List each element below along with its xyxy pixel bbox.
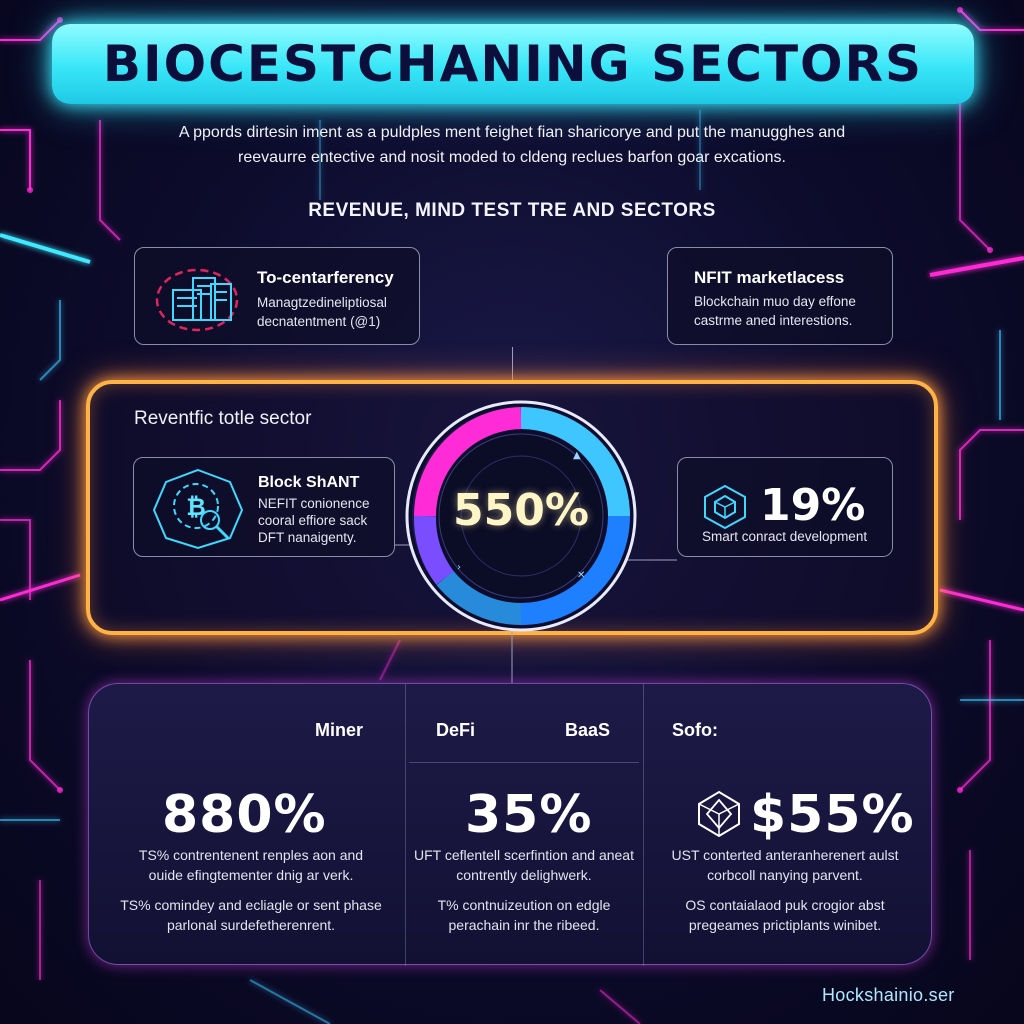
defi-text-2: T% contnuizeution on edgle perachain inr… xyxy=(437,897,611,933)
sofo-text-1: UST conterted anteranherenert aulst corb… xyxy=(671,847,899,883)
defi-text-1: UFT ceflentell scerfintion and aneat con… xyxy=(414,847,634,883)
revenue-label: Reventfic totle sector xyxy=(134,408,312,429)
svg-text:✕: ✕ xyxy=(577,570,585,581)
polyhedron-icon xyxy=(695,790,743,843)
bottom-panel xyxy=(88,683,932,966)
column-label-defi: DeFi xyxy=(436,720,476,740)
smart-contract-value: 19% xyxy=(760,480,866,531)
smart-contract-card: 19% Smart conract development xyxy=(677,457,893,557)
smart-contract-description: Smart conract development xyxy=(702,529,868,544)
column-divider xyxy=(643,684,644,966)
card-title: Block ShANT xyxy=(258,474,360,491)
revenue-gauge: ▲ ✕ › xyxy=(405,400,637,632)
card-title: To-centarferency xyxy=(257,268,394,287)
section-heading: REVENUE, MIND TEST TRE AND SECTORS xyxy=(308,200,716,221)
column-divider xyxy=(405,684,406,966)
defi-value: 35% xyxy=(465,785,593,845)
connector-line xyxy=(512,347,513,380)
gauge-value: 550% xyxy=(453,485,589,536)
footer-watermark: Hockshainio.ser xyxy=(822,985,955,1005)
card-title: NFIT marketlacess xyxy=(694,268,845,287)
intro-text: A ppords dirtesin iment as a puldples me… xyxy=(178,124,846,166)
column-label-miner: Miner xyxy=(315,720,364,740)
sofo-text-2: OS contaialaod puk crogior abst pregeame… xyxy=(685,897,885,933)
svg-text:▲: ▲ xyxy=(573,450,581,461)
card-description: Managtzedineliptiosal decnatentment (@1) xyxy=(257,295,387,329)
title-banner: BIOCESTCHANING SECTORS xyxy=(52,24,974,104)
card-description: Blockchain muo day effone castrme aned i… xyxy=(694,294,856,328)
top-card-left: To-centarferency Managtzedineliptiosal d… xyxy=(134,247,420,345)
column-label-baas: BaaS xyxy=(565,720,611,740)
bitcoin-chip-icon: ₿ xyxy=(148,466,248,555)
miner-text-2: TS% comindey and ecliagle or sent phase … xyxy=(120,897,382,933)
svg-text:₿: ₿ xyxy=(186,493,206,521)
sofo-value: $55% xyxy=(750,785,915,845)
page-title: BIOCESTCHANING SECTORS xyxy=(102,35,924,93)
miner-value: 880% xyxy=(162,785,327,845)
column-label-sofo: Sofo: xyxy=(672,720,718,740)
server-stack-icon xyxy=(153,260,249,339)
block-card: ₿ Block ShANT NEFIT conionence cooral ef… xyxy=(133,457,395,557)
svg-text:›: › xyxy=(457,562,461,573)
cube-icon xyxy=(702,484,748,535)
row-divider xyxy=(409,762,639,763)
top-card-right: NFIT marketlacess Blockchain muo day eff… xyxy=(667,247,893,345)
miner-text-1: TS% contrentenent renples aon and ouide … xyxy=(138,847,364,883)
card-description: NEFIT conionence cooral effiore sack DFT… xyxy=(258,496,370,545)
